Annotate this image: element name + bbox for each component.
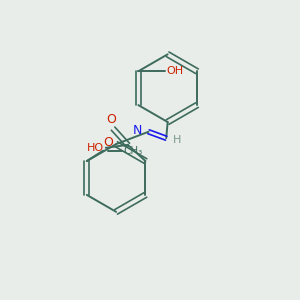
Text: N: N [133,124,142,137]
Text: H: H [173,135,181,145]
Text: OH: OH [166,66,183,76]
Text: HO: HO [87,143,104,153]
Text: O: O [103,136,113,149]
Text: CH₃: CH₃ [124,146,143,156]
Text: O: O [107,113,116,126]
